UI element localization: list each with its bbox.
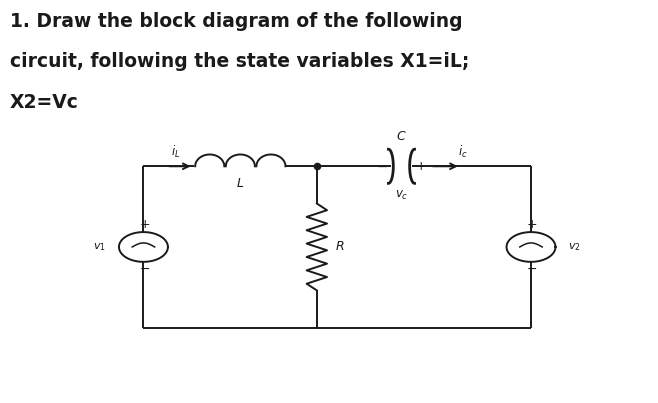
Text: $C$: $C$ <box>396 130 407 143</box>
Text: −: − <box>527 263 538 276</box>
Text: $i_c$: $i_c$ <box>459 144 468 160</box>
Text: $-$: $-$ <box>376 159 388 173</box>
Text: $v_c$: $v_c$ <box>395 189 408 202</box>
Text: circuit, following the state variables X1=iL;: circuit, following the state variables X… <box>10 52 469 71</box>
Text: −: − <box>139 263 150 276</box>
Text: X2=Vc: X2=Vc <box>10 93 79 112</box>
Text: $+$: $+$ <box>415 160 426 173</box>
Text: $i_L$: $i_L$ <box>171 144 180 160</box>
Text: $v_1$: $v_1$ <box>93 241 106 253</box>
Text: $v_2$: $v_2$ <box>569 241 581 253</box>
Text: +: + <box>526 218 538 231</box>
Text: $R$: $R$ <box>335 241 344 253</box>
Text: 1. Draw the block diagram of the following: 1. Draw the block diagram of the followi… <box>10 12 463 31</box>
Text: $L$: $L$ <box>236 177 244 190</box>
Text: +: + <box>139 218 150 231</box>
